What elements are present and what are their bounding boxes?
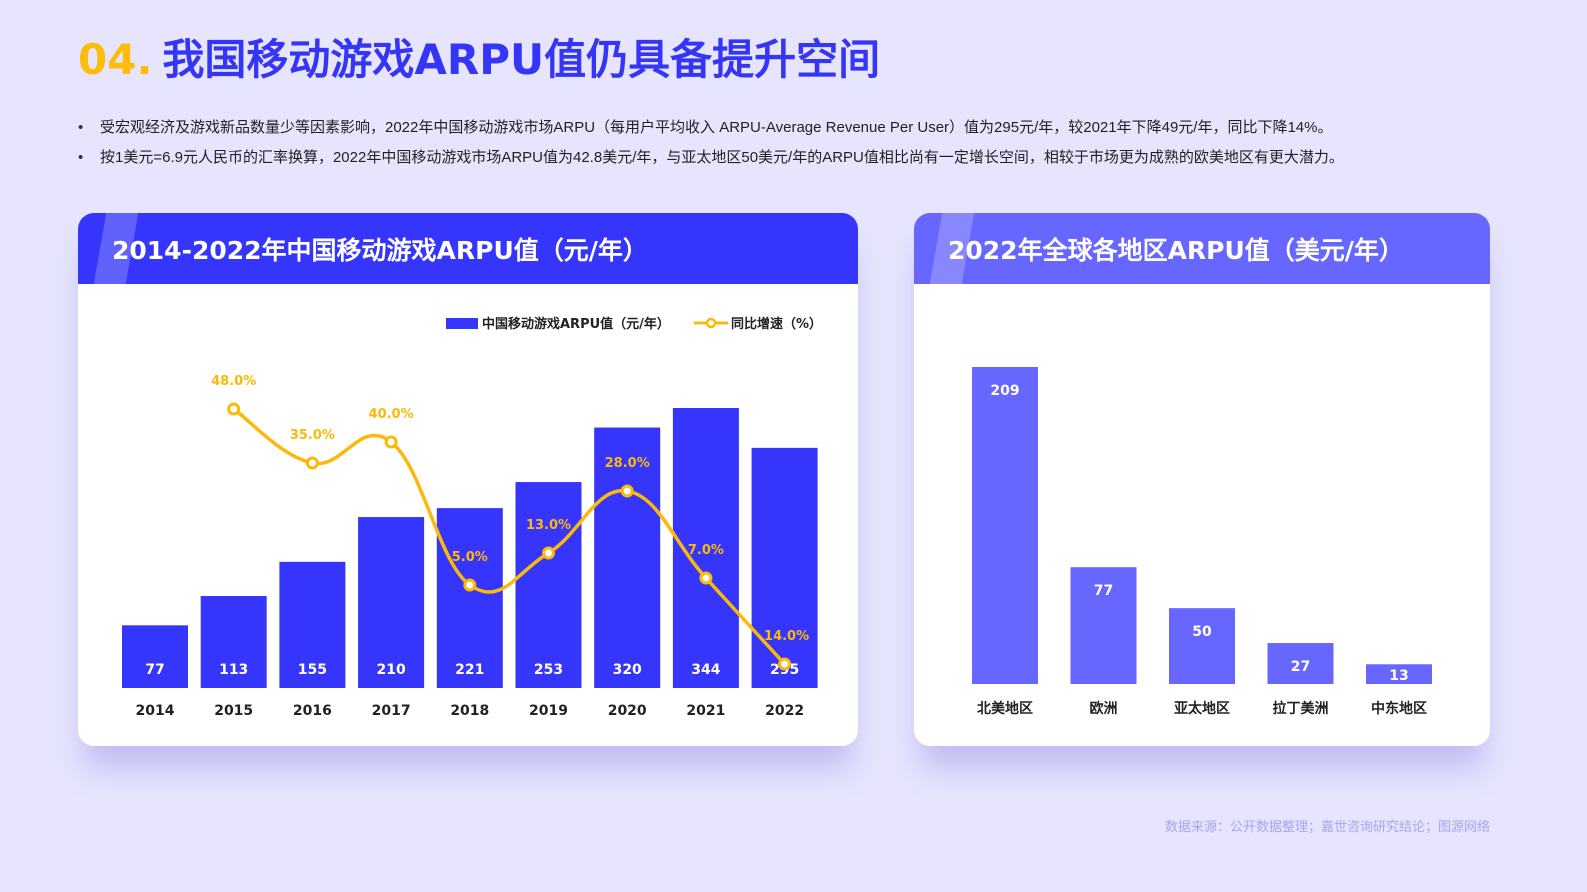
legend-line-marker xyxy=(705,317,717,329)
x-axis-label: 2017 xyxy=(372,703,411,719)
growth-value-label: 13.0% xyxy=(526,518,571,533)
line-marker xyxy=(620,484,634,498)
growth-value-label: 28.0% xyxy=(605,456,650,471)
line-marker xyxy=(227,402,241,416)
bar xyxy=(1267,643,1334,684)
x-axis-labels: 2014 2015 2016 2017 2018 2019 2020 2021 2022 xyxy=(136,703,805,719)
section-number: 04. xyxy=(78,35,153,84)
card-header: 2022年全球各地区ARPU值（美元/年） xyxy=(914,213,1490,284)
growth-value-label: 48.0% xyxy=(211,374,256,389)
bar xyxy=(515,482,582,688)
growth-line-series: 48.0% 35.0% 40.0% 5.0% 13.0% 28.0% 7.0% 14.0% xyxy=(211,374,809,671)
bar-value-label: 13 xyxy=(1389,668,1408,684)
bar xyxy=(279,561,346,688)
china-arpu-chart: 中国移动游戏ARPU值（元/年） 同比增速（%） 77 113 155 210 221 2… xyxy=(122,316,822,719)
bar xyxy=(358,517,425,688)
bar-value-label: 209 xyxy=(990,383,1019,399)
bar xyxy=(751,447,818,688)
bullet-item: 受宏观经济及游戏新品数量少等因素影响，2022年中国移动游戏市场ARPU（每用户… xyxy=(78,117,1518,147)
x-axis-label: 中东地区 xyxy=(1371,700,1427,717)
global-arpu-chart: 209 77 50 27 13 北美地区 欧洲 亚太地区 拉丁美洲 中东地区 xyxy=(972,367,1432,717)
bar xyxy=(594,427,661,688)
bar-value-label: 320 xyxy=(613,662,642,678)
growth-line xyxy=(232,407,786,666)
line-marker xyxy=(778,657,792,671)
growth-value-label: 35.0% xyxy=(290,428,335,443)
bar-series: 209 77 50 27 13 xyxy=(972,367,1432,684)
x-axis-label: 2019 xyxy=(529,703,568,719)
data-source-note: 数据来源：公开数据整理；嘉世咨询研究结论；图源网络 xyxy=(1164,820,1490,835)
bar xyxy=(122,625,188,688)
section-title: 我国移动游戏ARPU值仍具备提升空间 xyxy=(162,35,881,84)
card-title: 2022年全球各地区ARPU值（美元/年） xyxy=(948,236,1404,265)
legend-bar-swatch xyxy=(446,318,478,329)
line-marker xyxy=(463,578,477,592)
x-axis-label: 拉丁美洲 xyxy=(1273,700,1329,717)
line-marker xyxy=(384,435,398,449)
line-marker xyxy=(305,456,319,470)
growth-value-label: 5.0% xyxy=(452,550,488,565)
growth-value-label: 40.0% xyxy=(369,407,414,422)
page-title: 04. 我国移动游戏ARPU值仍具备提升空间 xyxy=(78,26,880,87)
x-axis-label: 北美地区 xyxy=(977,700,1033,717)
bar-value-label: 210 xyxy=(376,662,405,678)
bar xyxy=(972,367,1038,684)
bar xyxy=(1169,608,1235,684)
bar xyxy=(1070,567,1137,684)
x-axis-label: 2021 xyxy=(686,703,725,719)
legend-bar-label: 中国移动游戏ARPU值（元/年） xyxy=(482,316,670,332)
legend-line-label: 同比增速（%） xyxy=(731,316,822,332)
x-axis-label: 亚太地区 xyxy=(1174,700,1230,717)
bar-value-label: 344 xyxy=(691,662,720,678)
bar xyxy=(1366,664,1432,684)
x-axis-label: 2015 xyxy=(214,703,253,719)
x-axis-label: 2018 xyxy=(450,703,489,719)
card-title: 2014-2022年中国移动游戏ARPU值（元/年） xyxy=(112,236,648,265)
bar-value-label: 221 xyxy=(455,662,484,678)
bar-value-label: 50 xyxy=(1192,624,1212,640)
bar-series: 77113155210221253320344295 xyxy=(122,408,818,688)
bar-value-label: 253 xyxy=(534,662,563,678)
global-arpu-card: 2022年全球各地区ARPU值（美元/年） 209 77 50 27 13 北美地区 欧洲… xyxy=(914,213,1490,746)
x-axis-label: 欧洲 xyxy=(1090,700,1118,717)
x-axis-label: 2016 xyxy=(293,703,332,719)
bar xyxy=(200,596,267,688)
x-axis-label: 2020 xyxy=(608,703,647,719)
growth-value-label: 14.0% xyxy=(764,629,809,644)
bar-value-label: 77 xyxy=(1094,583,1113,599)
chart-legend: 中国移动游戏ARPU值（元/年） 同比增速（%） xyxy=(446,316,822,332)
x-axis-labels: 北美地区 欧洲 亚太地区 拉丁美洲 中东地区 xyxy=(977,700,1427,717)
x-axis-label: 2014 xyxy=(136,703,175,719)
china-arpu-card: 2014-2022年中国移动游戏ARPU值（元/年） 中国移动游戏ARPU值（元… xyxy=(78,213,858,746)
card-header: 2014-2022年中国移动游戏ARPU值（元/年） xyxy=(78,213,858,284)
bar-value-label: 77 xyxy=(145,662,164,678)
bar xyxy=(436,508,503,688)
bar-value-label: 27 xyxy=(1291,659,1310,675)
bar-value-label: 155 xyxy=(298,662,327,678)
summary-bullets: 受宏观经济及游戏新品数量少等因素影响，2022年中国移动游戏市场ARPU（每用户… xyxy=(78,117,1518,177)
x-axis-label: 2022 xyxy=(765,703,804,719)
bar-value-label: 113 xyxy=(219,662,248,678)
line-marker xyxy=(699,571,713,585)
bullet-item: 按1美元=6.9元人民币的汇率换算，2022年中国移动游戏市场ARPU值为42.… xyxy=(78,147,1518,177)
growth-value-label: 7.0% xyxy=(688,543,724,558)
line-marker xyxy=(542,546,555,560)
